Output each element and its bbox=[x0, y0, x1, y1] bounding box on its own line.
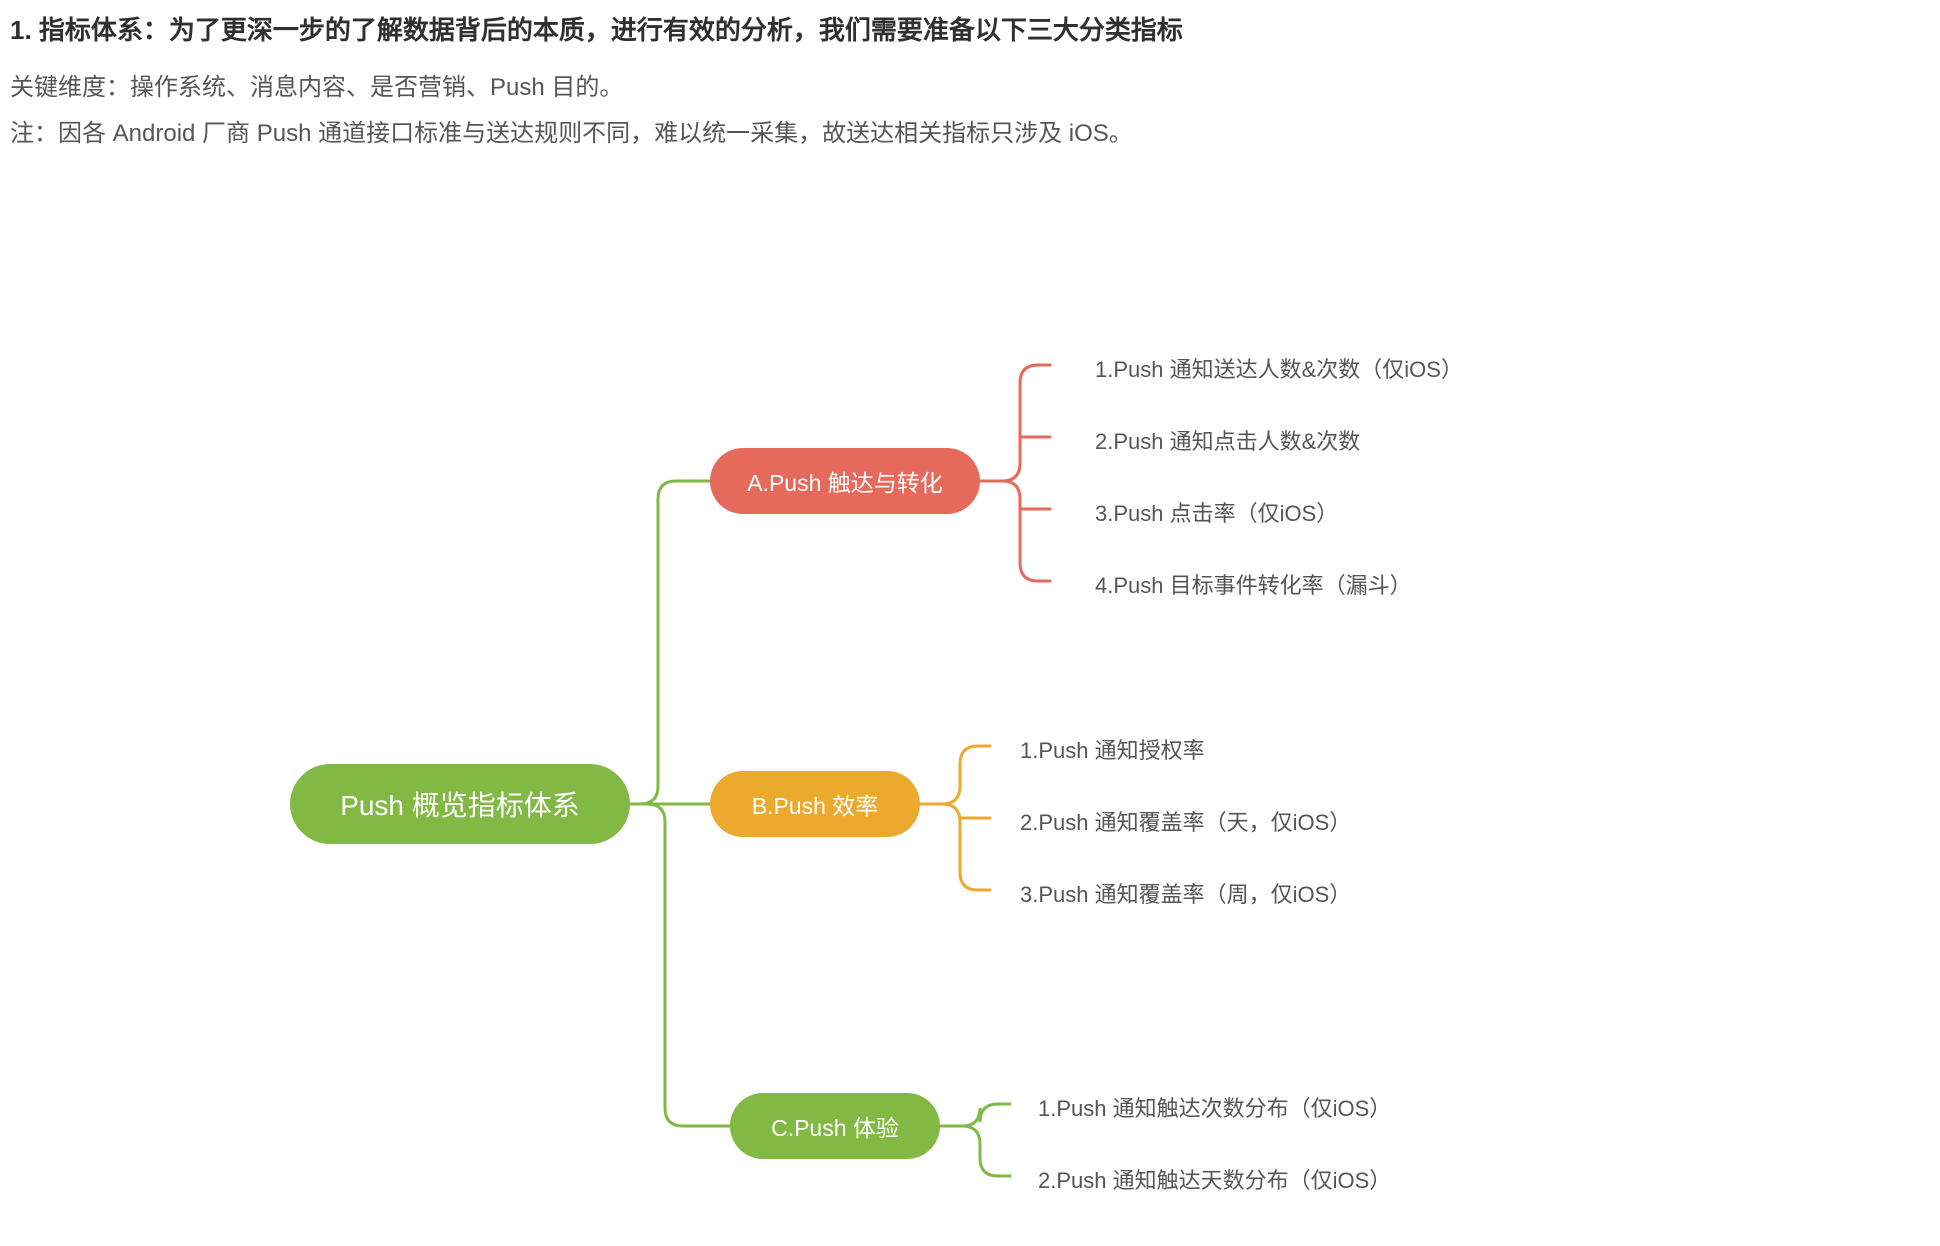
root-node: Push 概览指标体系 bbox=[290, 764, 630, 844]
title: 1. 指标体系：为了更深一步的了解数据背后的本质，进行有效的分析，我们需要准备以… bbox=[10, 10, 1930, 47]
leaf-A-4: 4.Push 目标事件转化率（漏斗） bbox=[1095, 568, 1412, 600]
branch-node-A: A.Push 触达与转化 bbox=[710, 448, 980, 514]
leaf-B-1: 1.Push 通知授权率 bbox=[1020, 733, 1205, 765]
branch-node-C: C.Push 体验 bbox=[730, 1093, 940, 1159]
header-section: 1. 指标体系：为了更深一步的了解数据背后的本质，进行有效的分析，我们需要准备以… bbox=[10, 10, 1930, 156]
leaf-C-1: 1.Push 通知触达次数分布（仅iOS） bbox=[1038, 1091, 1391, 1123]
leaf-C-2: 2.Push 通知触达天数分布（仅iOS） bbox=[1038, 1163, 1391, 1195]
branch-node-B: B.Push 效率 bbox=[710, 771, 920, 837]
subtitle-line1: 关键维度：操作系统、消息内容、是否营销、Push 目的。 bbox=[10, 65, 1930, 111]
leaf-A-1: 1.Push 通知送达人数&次数（仅iOS） bbox=[1095, 352, 1463, 384]
leaf-B-3: 3.Push 通知覆盖率（周，仅iOS） bbox=[1020, 877, 1351, 909]
mindmap-diagram: Push 概览指标体系 A.Push 触达与转化 1.Push 通知送达人数&次数（… bbox=[10, 246, 1930, 1126]
leaf-B-2: 2.Push 通知覆盖率（天，仅iOS） bbox=[1020, 805, 1351, 837]
leaf-A-2: 2.Push 通知点击人数&次数 bbox=[1095, 424, 1360, 456]
leaf-A-3: 3.Push 点击率（仅iOS） bbox=[1095, 496, 1338, 528]
connector-lines bbox=[10, 246, 1940, 1246]
subtitle-line2: 注：因各 Android 厂商 Push 通道接口标准与送达规则不同，难以统一采… bbox=[10, 111, 1930, 157]
